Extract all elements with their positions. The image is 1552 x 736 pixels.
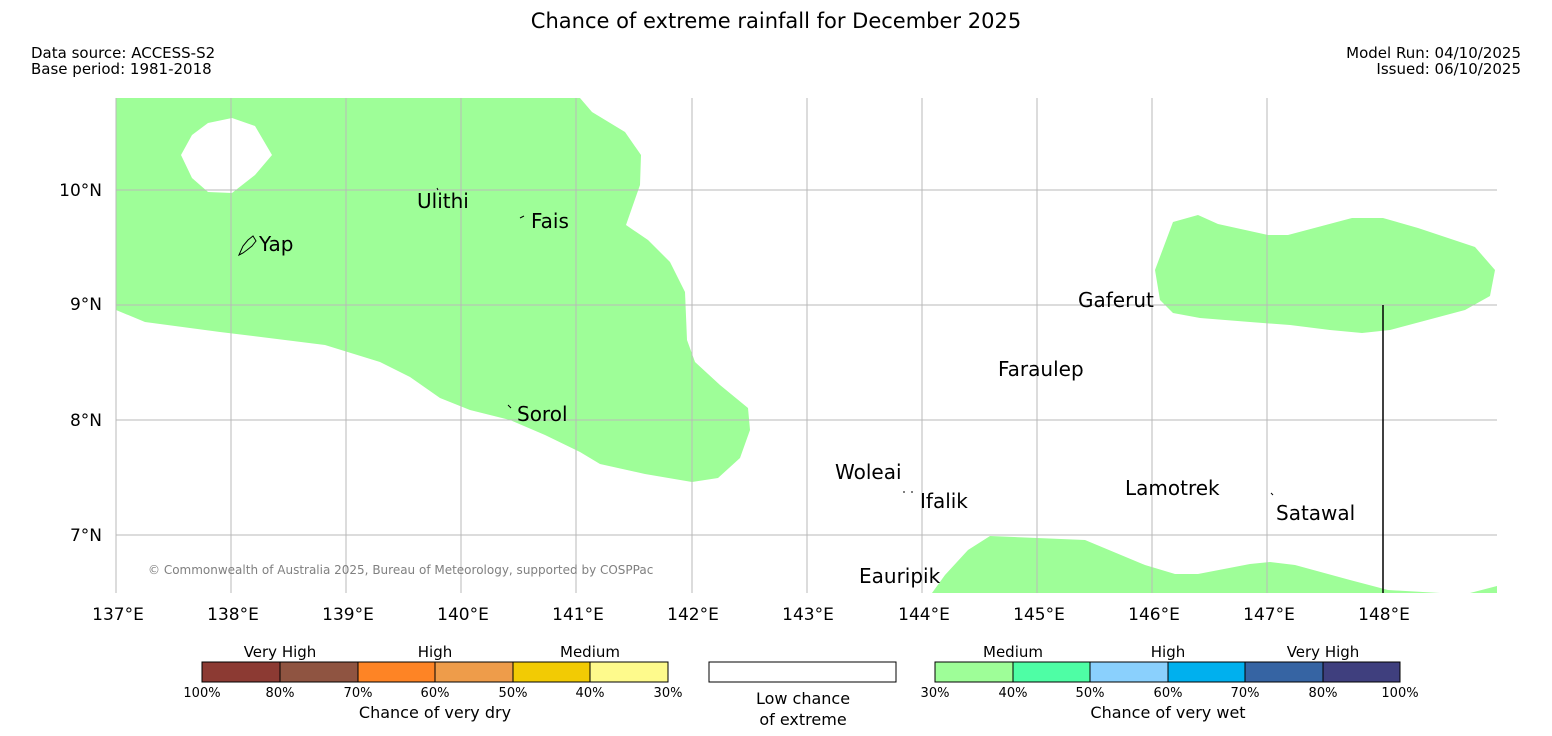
dry-tick: 40%: [576, 686, 605, 701]
lat-tick: 10°N: [59, 181, 102, 201]
wet-region-east: [1155, 215, 1495, 333]
satawal-mark: [1270, 492, 1274, 496]
ulithi-mark: [436, 187, 439, 191]
lon-tick: 139°E: [322, 605, 374, 625]
dry-tick: 100%: [183, 686, 220, 701]
dry-tick: 60%: [421, 686, 450, 701]
lat-tick: 8°N: [70, 411, 102, 431]
place-gaferut: Gaferut: [1078, 288, 1154, 312]
wet-tick: 30%: [921, 686, 950, 701]
neutral-swatch: [708, 661, 897, 683]
wet-legend: Medium High Very High 30% 40% 50% 60% 70…: [921, 643, 1419, 722]
lon-tick: 142°E: [667, 605, 719, 625]
dry-group-medium: Medium: [560, 643, 620, 661]
model-run-info: Model Run: 04/10/2025 Issued: 06/10/2025: [1346, 45, 1521, 77]
dry-swatch: [513, 662, 590, 682]
place-ulithi: Ulithi: [417, 189, 469, 213]
lon-tick: 148°E: [1358, 605, 1410, 625]
lon-tick: 145°E: [1013, 605, 1065, 625]
place-yap: Yap: [258, 232, 293, 256]
copyright-text: © Commonwealth of Australia 2025, Bureau…: [148, 563, 653, 577]
island-shapes: [237, 187, 1274, 496]
lon-tick: 143°E: [782, 605, 834, 625]
dry-tick: 80%: [266, 686, 295, 701]
dry-region-hole: [181, 118, 272, 193]
place-sorol: Sorol: [517, 402, 568, 426]
dry-swatch: [435, 662, 513, 682]
wet-swatch: [935, 662, 1013, 682]
lon-axis: 137°E 138°E 139°E 140°E 141°E 142°E 143°…: [92, 605, 1410, 625]
wet-swatch: [1168, 662, 1245, 682]
neutral-caption-1: Low chance: [756, 689, 850, 708]
wet-tick: 40%: [999, 686, 1028, 701]
model-run-text: Model Run: 04/10/2025: [1346, 44, 1521, 62]
issued-text: Issued: 06/10/2025: [1376, 60, 1521, 78]
dry-tick: 70%: [344, 686, 373, 701]
place-satawal: Satawal: [1276, 501, 1355, 525]
lon-tick: 146°E: [1128, 605, 1180, 625]
lon-tick: 147°E: [1243, 605, 1295, 625]
wet-swatch: [1245, 662, 1323, 682]
wet-caption: Chance of very wet: [1090, 703, 1245, 722]
neutral-legend: Low chance of extreme: [708, 661, 897, 729]
wet-tick: 100%: [1381, 686, 1418, 701]
dry-swatch: [590, 662, 668, 682]
wet-tick: 80%: [1309, 686, 1338, 701]
wet-shading: [116, 98, 1497, 593]
place-ifalik: Ifalik: [920, 489, 968, 513]
dry-legend: Very High High Medium 100% 80% 70% 60% 5…: [183, 643, 682, 722]
place-lamotrek: Lamotrek: [1125, 476, 1220, 500]
place-faraulep: Faraulep: [998, 357, 1084, 381]
lon-tick: 140°E: [437, 605, 489, 625]
dry-tick: 30%: [654, 686, 683, 701]
wet-swatch: [1090, 662, 1168, 682]
lat-axis: 10°N 9°N 8°N 7°N: [59, 181, 102, 546]
yap-island-shape: [237, 235, 257, 257]
wet-group-high: High: [1151, 643, 1185, 661]
gridlines: [116, 98, 1497, 593]
wet-swatch: [1323, 662, 1400, 682]
dry-swatch: [358, 662, 435, 682]
wet-group-very-high: Very High: [1287, 643, 1360, 661]
base-period-text: Base period: 1981-2018: [31, 60, 212, 78]
place-fais: Fais: [531, 209, 569, 233]
neutral-caption-2: of extreme: [759, 710, 846, 729]
wet-region-west: [116, 98, 750, 482]
map-title: Chance of extreme rainfall for December …: [530, 9, 1022, 33]
place-eauripik: Eauripik: [859, 564, 941, 588]
lat-tick: 9°N: [70, 295, 102, 315]
dry-group-very-high: Very High: [244, 643, 317, 661]
dry-tick: 50%: [499, 686, 528, 701]
wet-region-south: [932, 536, 1497, 593]
dry-caption: Chance of very dry: [359, 703, 511, 722]
lon-tick: 138°E: [207, 605, 259, 625]
fais-mark: [519, 215, 525, 219]
place-woleai: Woleai: [835, 460, 902, 484]
lon-tick: 144°E: [898, 605, 950, 625]
wet-swatch: [1013, 662, 1090, 682]
dry-swatch: [280, 662, 358, 682]
data-source-text: Data source: ACCESS-S2: [31, 44, 216, 62]
dry-swatch: [202, 662, 280, 682]
wet-tick: 70%: [1231, 686, 1260, 701]
lon-tick: 137°E: [92, 605, 144, 625]
lon-tick: 141°E: [552, 605, 604, 625]
wet-tick: 60%: [1154, 686, 1183, 701]
data-source-info: Data source: ACCESS-S2 Base period: 1981…: [31, 45, 215, 77]
sorol-mark: [507, 404, 512, 409]
wet-group-medium: Medium: [983, 643, 1043, 661]
dry-group-high: High: [418, 643, 452, 661]
place-labels: Yap Ulithi Fais Sorol Gaferut Faraulep W…: [258, 189, 1355, 588]
lat-tick: 7°N: [70, 526, 102, 546]
wet-tick: 50%: [1076, 686, 1105, 701]
